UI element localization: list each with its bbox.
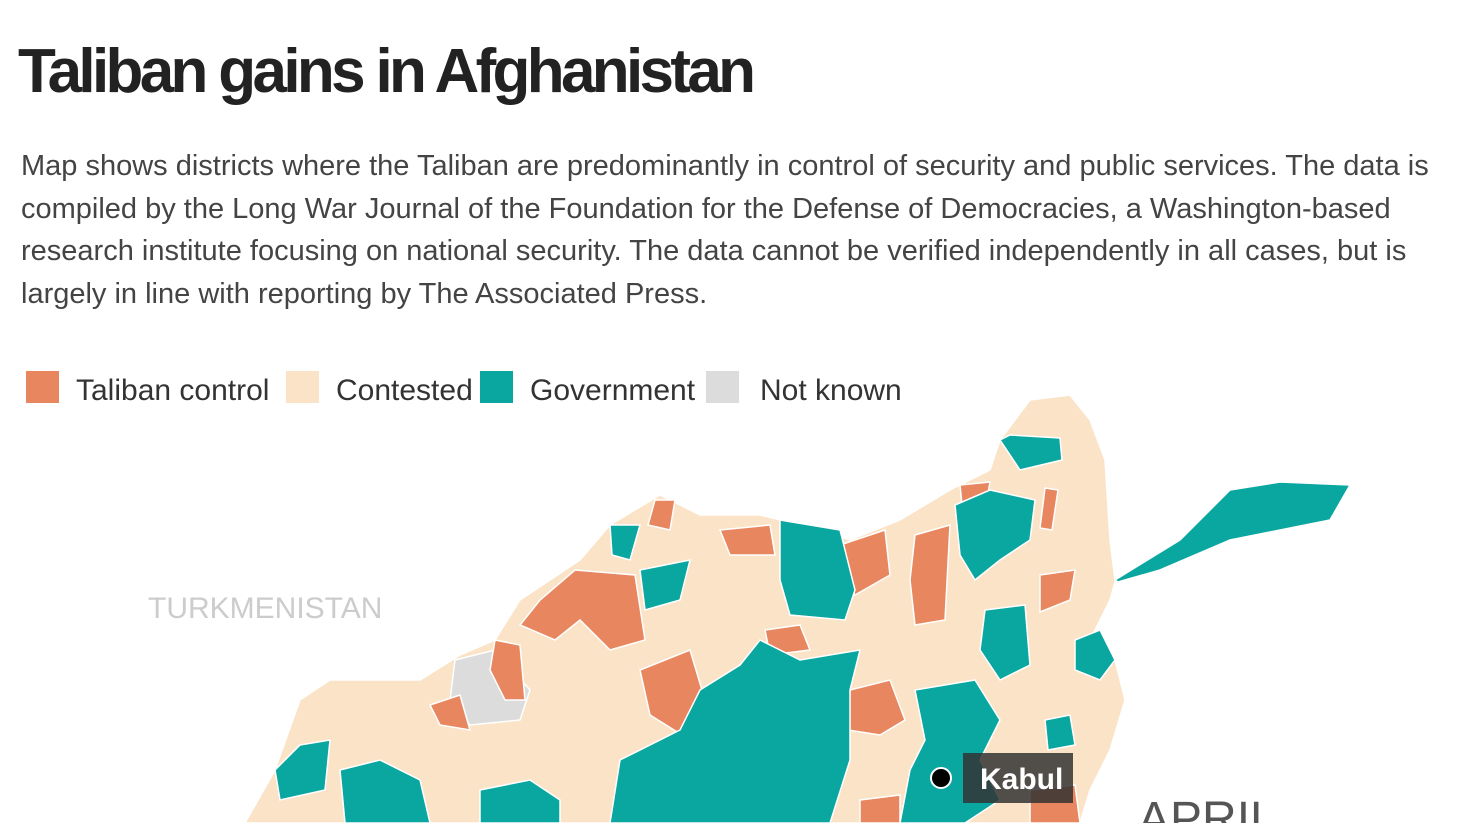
legend-swatch bbox=[706, 371, 739, 403]
district bbox=[1074, 629, 1116, 681]
district bbox=[339, 759, 431, 823]
legend: Taliban control Contested Government Not kn… bbox=[26, 371, 902, 407]
district bbox=[909, 523, 951, 626]
description-line: research institute focusing on national … bbox=[21, 235, 1406, 267]
title: Taliban gains in Afghanistan bbox=[18, 37, 756, 106]
district bbox=[647, 499, 676, 531]
description-line: largely in line with reporting by The As… bbox=[21, 278, 707, 310]
district bbox=[979, 604, 1031, 681]
district bbox=[998, 434, 1063, 471]
legend-label: Government bbox=[530, 374, 696, 407]
district bbox=[779, 519, 856, 621]
legend-swatch bbox=[480, 371, 513, 403]
district bbox=[609, 524, 641, 561]
district bbox=[859, 794, 901, 823]
district bbox=[1039, 569, 1076, 614]
description-line: Map shows districts where the Taliban ar… bbox=[21, 150, 1429, 182]
district bbox=[274, 739, 331, 801]
legend-swatch bbox=[26, 371, 59, 403]
period-label: APRIL bbox=[1138, 793, 1277, 823]
legend-swatch bbox=[286, 371, 319, 403]
legend-label: Taliban control bbox=[76, 374, 269, 407]
district bbox=[609, 639, 862, 823]
district bbox=[489, 639, 526, 701]
city-label-box bbox=[963, 753, 1073, 803]
legend-label: Not known bbox=[760, 374, 902, 407]
country-label: TURKMENISTAN bbox=[148, 592, 382, 625]
district bbox=[718, 524, 776, 556]
district bbox=[518, 569, 646, 651]
city-label: Kabul bbox=[980, 763, 1063, 796]
description-line: compiled by the Long War Journal of the … bbox=[21, 193, 1391, 225]
legend-label: Contested bbox=[336, 374, 473, 407]
district bbox=[428, 694, 472, 731]
map bbox=[244, 394, 1352, 823]
district bbox=[639, 559, 692, 611]
district bbox=[479, 779, 561, 823]
district bbox=[954, 489, 1036, 582]
city-marker bbox=[930, 767, 952, 789]
district bbox=[1039, 487, 1059, 531]
district bbox=[1044, 714, 1076, 751]
district bbox=[1113, 481, 1352, 583]
